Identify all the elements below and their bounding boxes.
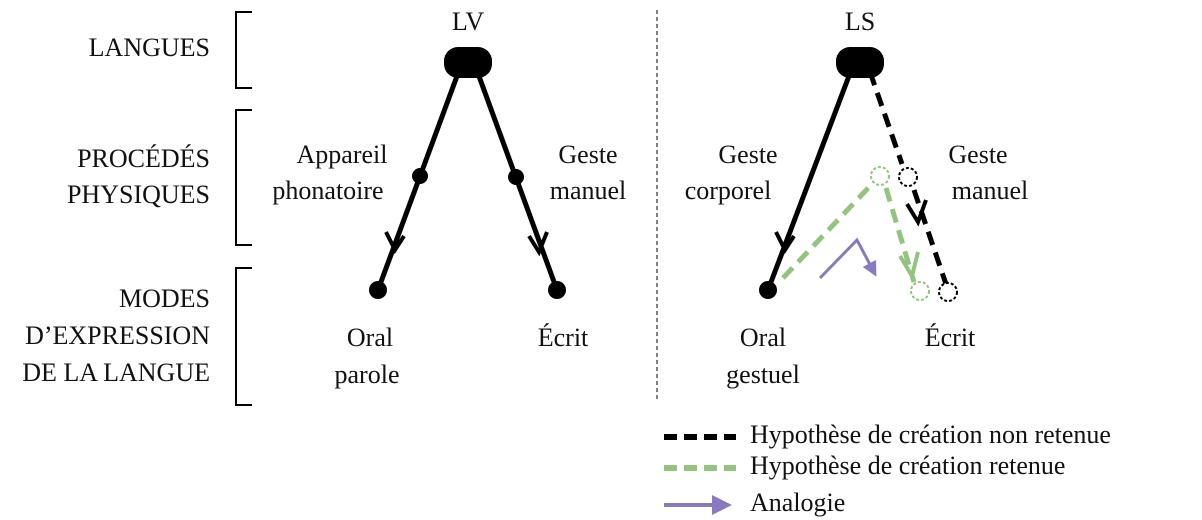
root-label: LV <box>452 7 484 36</box>
row-label: PHYSIQUES <box>67 180 210 209</box>
node-label: parole <box>335 360 400 389</box>
legend-label: Hypothèse de création retenue <box>750 451 1065 480</box>
row-label: LANGUES <box>89 33 210 62</box>
node-label: manuel <box>952 176 1029 205</box>
node-label: Oral <box>740 323 786 352</box>
node-label: Oral <box>347 323 393 352</box>
legend-label: Hypothèse de création non retenue <box>750 420 1111 449</box>
node-label: corporel <box>685 176 772 205</box>
node-label: gestuel <box>726 360 800 389</box>
row-label: DE LA LANGUE <box>22 358 210 387</box>
lv-tree: LV Appareil phonatoire Geste manuel Oral… <box>272 7 626 389</box>
brackets <box>235 11 252 406</box>
node-label: Geste <box>558 140 617 169</box>
row-label: D’EXPRESSION <box>25 321 210 350</box>
legend-label: Analogie <box>750 488 845 517</box>
node-label: phonatoire <box>272 176 383 205</box>
root-label: LS <box>845 7 875 36</box>
row-label: MODES <box>119 284 210 313</box>
ls-tree: LS Geste corporel Geste manuel Oral gest… <box>685 7 1029 389</box>
node-label: Geste <box>948 140 1007 169</box>
row-labels: LANGUES PROCÉDÉS PHYSIQUES MODES D’EXPRE… <box>22 33 210 387</box>
node-label: Écrit <box>925 323 976 352</box>
node-label: Geste <box>718 140 777 169</box>
legend: Hypothèse de création non retenue Hypoth… <box>664 420 1111 517</box>
node-label: Appareil <box>297 140 388 169</box>
row-label: PROCÉDÉS <box>77 144 210 173</box>
node-label: manuel <box>550 176 627 205</box>
node-label: Écrit <box>538 323 589 352</box>
